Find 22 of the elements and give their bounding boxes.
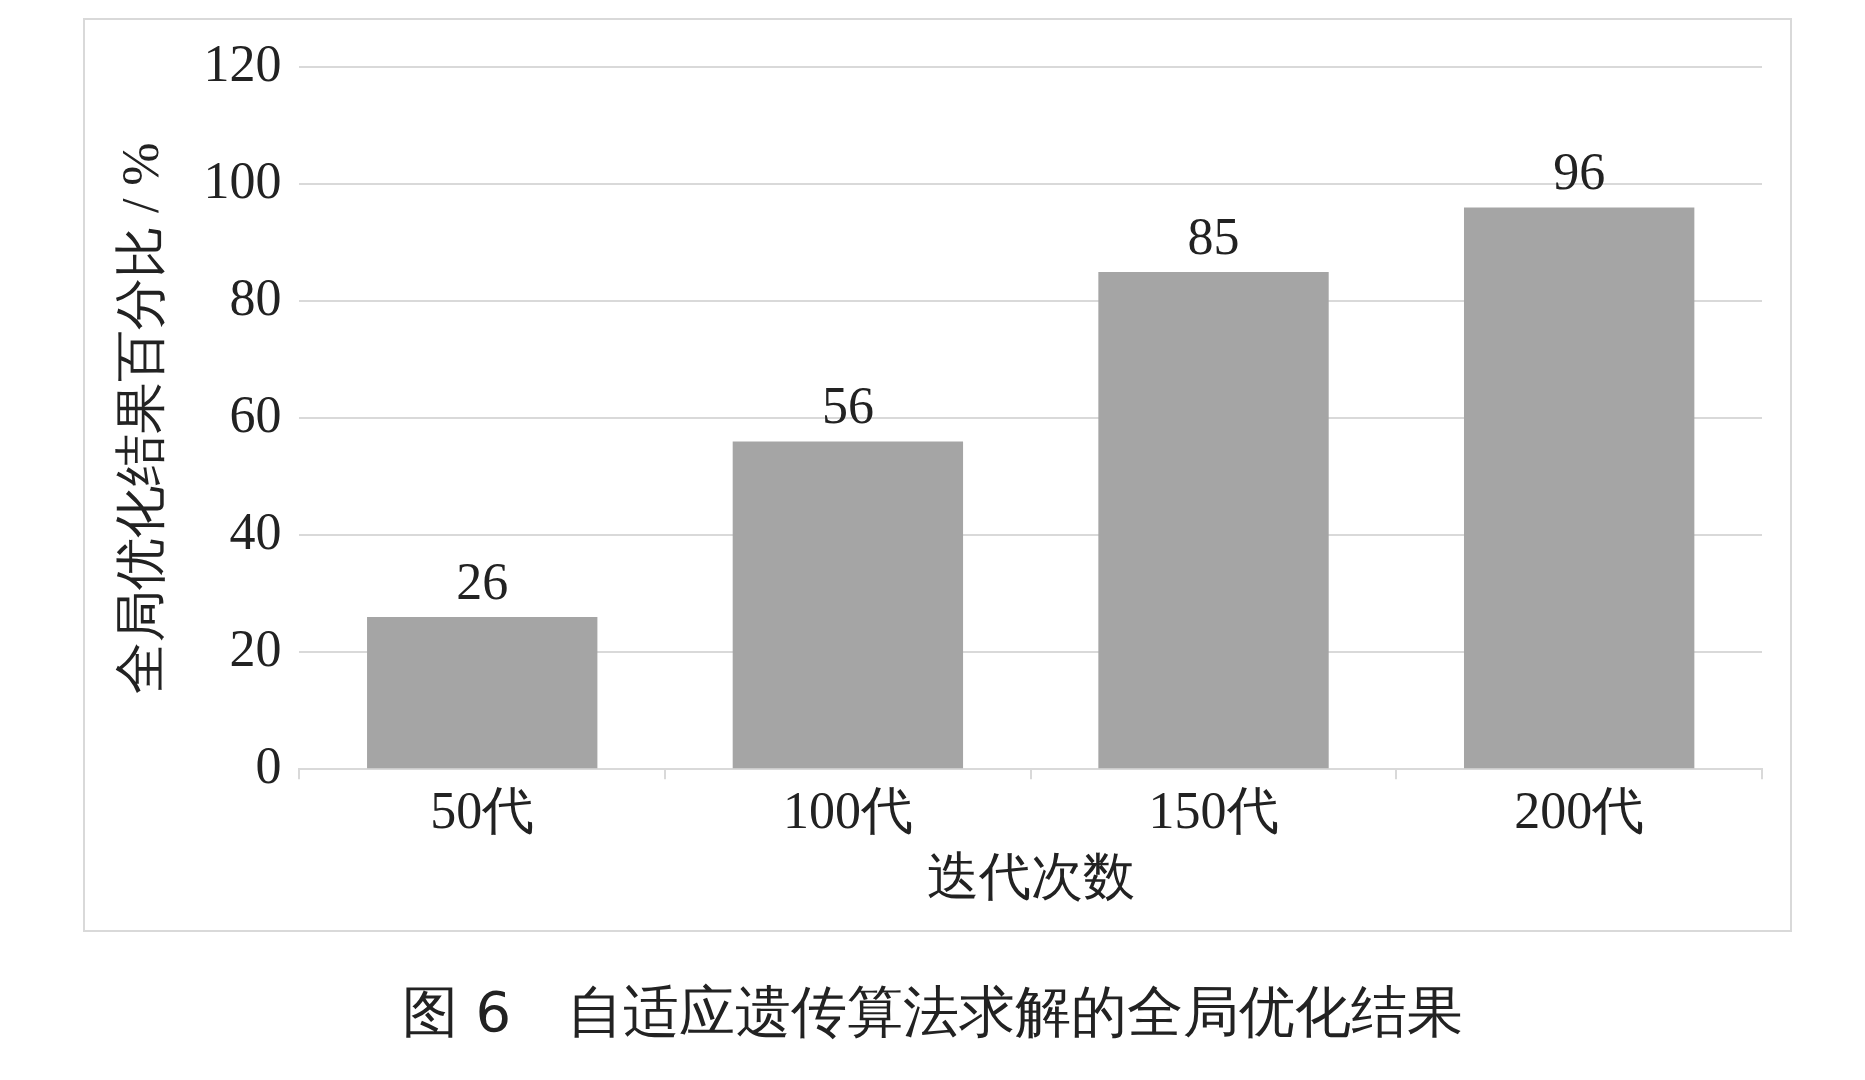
y-tick-label: 80	[229, 268, 282, 326]
x-tick-label: 50代	[430, 782, 535, 840]
bar	[1464, 207, 1695, 769]
data-label: 96	[1553, 143, 1606, 201]
x-tick-label: 150代	[1148, 782, 1279, 840]
y-tick-label: 20	[229, 619, 282, 677]
x-tick-label: 100代	[782, 782, 913, 840]
y-tick-label: 120	[203, 34, 282, 92]
data-label: 56	[821, 377, 874, 435]
y-axis-title: 全局优化结果百分比 / %	[111, 142, 169, 695]
y-tick-label: 40	[229, 502, 282, 560]
text: 图 6 自适应遗传算法求解的全局优化结果	[400, 978, 1465, 1046]
y-tick-label: 60	[229, 385, 282, 443]
data-label: 26	[456, 552, 509, 610]
x-tick-label: 200代	[1514, 782, 1645, 840]
y-tick-label: 0	[255, 736, 282, 794]
data-label: 85	[1187, 207, 1240, 265]
bar	[367, 617, 598, 769]
bar	[1098, 271, 1329, 769]
bar	[732, 441, 964, 769]
x-axis-title: 迭代次数	[926, 848, 1135, 906]
y-tick-label: 100	[203, 151, 282, 209]
